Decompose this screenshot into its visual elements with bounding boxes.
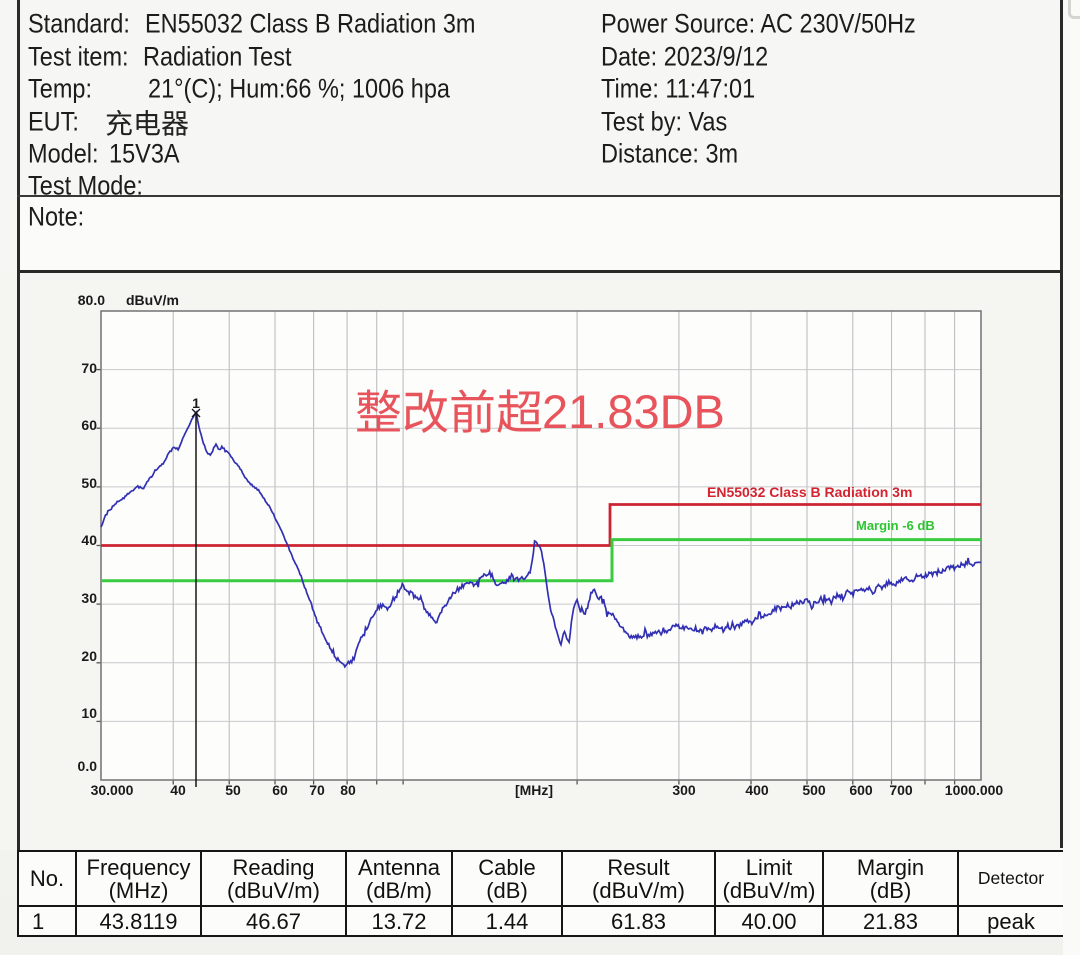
svg-text:60: 60: [81, 417, 97, 433]
svg-text:30: 30: [81, 590, 97, 606]
svg-text:700: 700: [889, 782, 913, 798]
svg-text:60: 60: [272, 782, 288, 798]
svg-text:600: 600: [849, 782, 873, 798]
svg-text:500: 500: [802, 782, 826, 798]
svg-text:EN55032 Class B Radiation 3m: EN55032 Class B Radiation 3m: [707, 484, 912, 500]
svg-text:[MHz]: [MHz]: [515, 782, 553, 798]
svg-text:80.0: 80.0: [78, 292, 105, 308]
svg-text:dBuV/m: dBuV/m: [126, 292, 179, 308]
svg-text:30.000: 30.000: [91, 782, 134, 798]
svg-text:80: 80: [340, 782, 356, 798]
svg-text:Margin -6 dB: Margin -6 dB: [856, 518, 935, 533]
svg-text:40: 40: [170, 782, 186, 798]
svg-text:70: 70: [309, 782, 325, 798]
svg-text:20: 20: [81, 648, 97, 664]
svg-text:0.0: 0.0: [78, 758, 98, 774]
svg-text:1: 1: [192, 395, 200, 411]
svg-text:300: 300: [672, 782, 696, 798]
svg-text:400: 400: [745, 782, 769, 798]
svg-text:40: 40: [81, 532, 97, 548]
svg-text:50: 50: [225, 782, 241, 798]
svg-text:1000.000: 1000.000: [945, 782, 1004, 798]
svg-text:21.83DB: 21.83DB: [542, 385, 725, 438]
svg-text:50: 50: [81, 475, 97, 491]
svg-text:10: 10: [81, 705, 97, 721]
svg-text:70: 70: [81, 360, 97, 376]
